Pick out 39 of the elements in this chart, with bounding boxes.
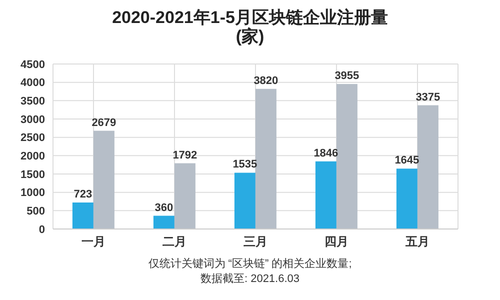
data-label: 2679 [92,116,116,129]
y-tick-label: 4500 [20,58,45,71]
y-tick-label: 2500 [20,132,45,144]
x-tick-label: 四月 [324,234,348,249]
x-tick-label: 二月 [162,234,186,249]
data-label: 3955 [334,70,360,82]
y-tick-label: 4000 [20,77,45,90]
bar [396,168,418,229]
chart-title: 2020-2021年1-5月区块链企业注册量 [111,8,389,27]
data-label: 1792 [172,149,198,162]
data-label: 3820 [254,74,278,87]
bar [174,163,196,229]
y-tick-label: 2000 [20,150,45,163]
y-tick-label: 1000 [20,187,45,200]
bar [255,88,276,229]
bar [315,161,336,229]
y-tick-label: 1500 [20,168,45,181]
bar [153,216,174,229]
bar [93,130,114,229]
bar [234,172,256,229]
x-tick-label: 一月 [82,234,106,249]
x-tick-label: 三月 [244,234,268,249]
text: 仅统计关键词为 “区块链” 的相关企业数量; [147,257,353,272]
text: 数据截至: 2021.6.03 [199,272,301,287]
bar [72,202,94,229]
bar [336,84,358,229]
data-label: 1535 [232,158,258,171]
y-tick-label: 3000 [20,114,45,126]
data-label: 360 [154,202,174,214]
bar [417,105,438,229]
data-label: 723 [74,188,92,200]
data-label: 1645 [394,154,420,167]
chart-subtitle: (家) [234,27,266,46]
data-label: 3375 [416,91,440,104]
y-tick-label: 500 [26,206,45,218]
y-tick-label: 0 [38,224,45,236]
y-tick-label: 3500 [20,96,45,108]
x-tick-label: 五月 [404,234,430,249]
data-label: 1846 [314,147,338,160]
